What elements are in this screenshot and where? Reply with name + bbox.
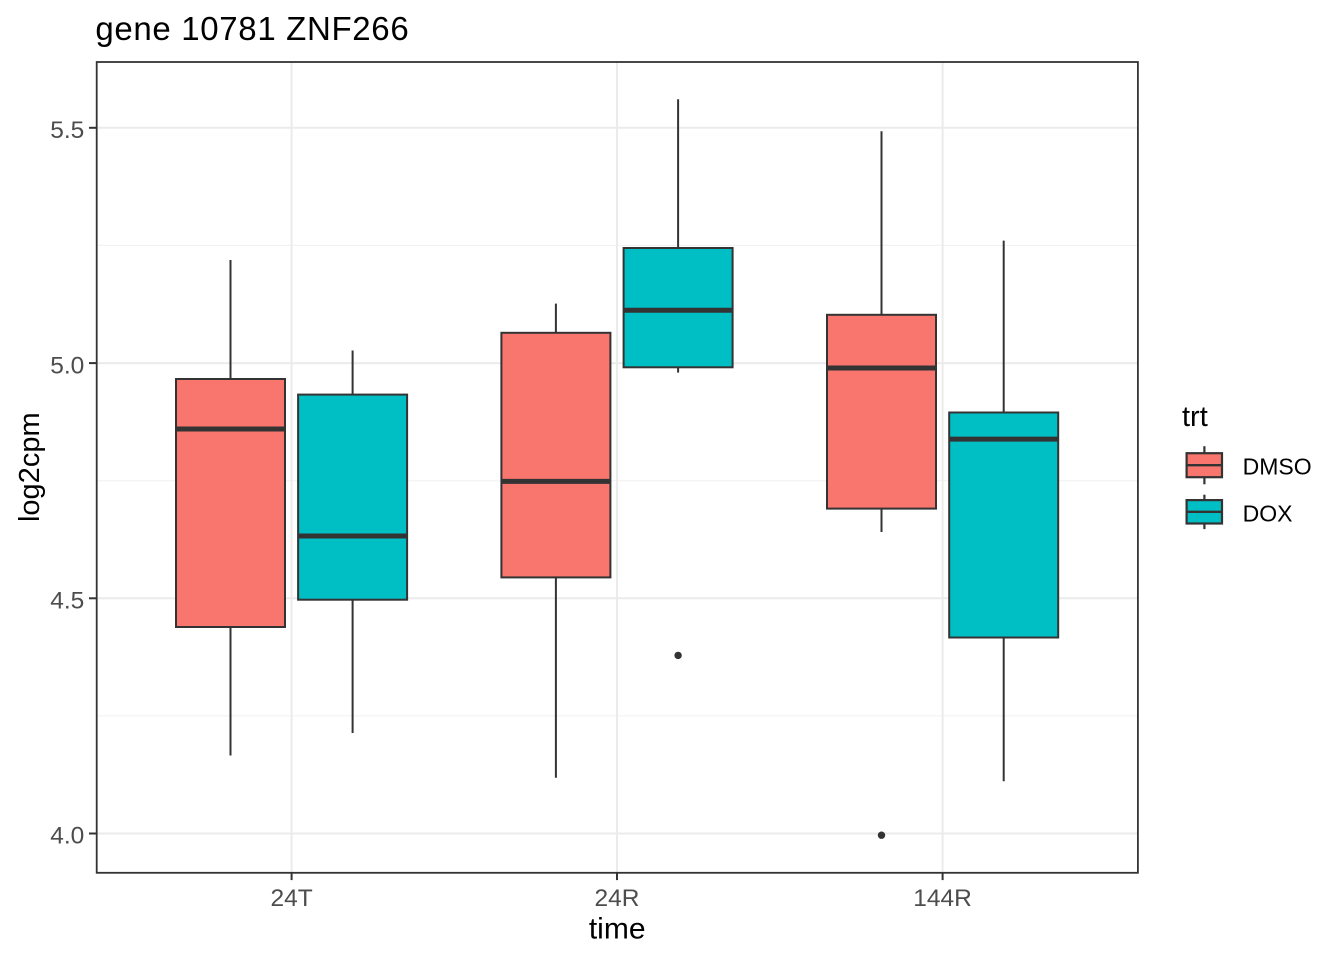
svg-text:log2cpm: log2cpm (14, 412, 46, 522)
svg-text:DMSO: DMSO (1243, 454, 1312, 480)
svg-text:4.5: 4.5 (50, 588, 84, 615)
svg-text:time: time (589, 912, 646, 945)
svg-text:5.5: 5.5 (50, 117, 84, 144)
svg-text:DOX: DOX (1243, 500, 1293, 526)
svg-text:gene 10781 ZNF266: gene 10781 ZNF266 (95, 10, 409, 47)
svg-text:5.0: 5.0 (50, 352, 84, 379)
svg-text:trt: trt (1182, 401, 1208, 433)
svg-text:24R: 24R (595, 885, 640, 912)
svg-text:4.0: 4.0 (50, 823, 84, 850)
svg-text:24T: 24T (270, 885, 312, 912)
svg-text:144R: 144R (913, 885, 972, 912)
